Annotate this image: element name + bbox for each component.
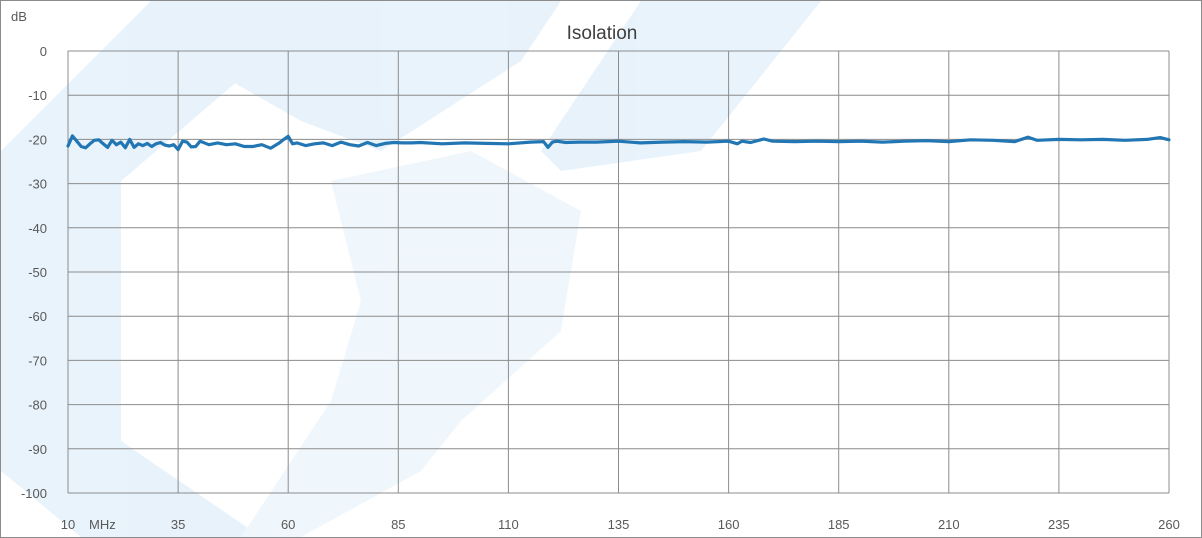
x-tick-label: 60 — [281, 517, 295, 532]
y-tick-label: -30 — [28, 177, 47, 192]
x-tick-labels: 10 35 60 85 110 135 160 185 210 235 260 — [61, 517, 1180, 532]
y-tick-label: -100 — [21, 486, 47, 501]
x-axis-unit-label: MHz — [89, 517, 116, 532]
y-tick-label: 0 — [40, 44, 47, 59]
x-tick-label: 260 — [1158, 517, 1180, 532]
y-tick-label: -70 — [28, 353, 47, 368]
watermark-shape-mid — [231, 1, 561, 151]
x-tick-label: 10 — [61, 517, 75, 532]
y-tick-label: -80 — [28, 398, 47, 413]
x-tick-label: 35 — [171, 517, 185, 532]
watermark-shape-bottom — [241, 151, 581, 537]
x-tick-label: 110 — [498, 517, 519, 532]
series-line-0 — [66, 134, 1171, 152]
x-tick-label: 135 — [608, 517, 630, 532]
x-tick-label: 235 — [1048, 517, 1070, 532]
x-tick-label: 160 — [718, 517, 740, 532]
x-tick-label: 185 — [828, 517, 850, 532]
y-tick-label: -40 — [28, 221, 47, 236]
x-tick-label: 85 — [391, 517, 405, 532]
watermark-shape-right — [541, 1, 821, 171]
y-tick-labels: 0 -10 -20 -30 -40 -50 -60 -70 -80 -90 -100 — [21, 44, 47, 501]
y-tick-label: -90 — [28, 442, 47, 457]
watermark-logo — [1, 1, 821, 537]
y-tick-label: -60 — [28, 309, 47, 324]
series-layer — [66, 134, 1171, 152]
y-axis-unit-label: dB — [11, 9, 27, 24]
y-tick-label: -20 — [28, 132, 47, 147]
y-tick-label: -10 — [28, 88, 47, 103]
y-tick-label: -50 — [28, 265, 47, 280]
x-tick-label: 210 — [938, 517, 960, 532]
chart-title: Isolation — [567, 23, 638, 44]
grid — [67, 50, 1170, 494]
watermark-shape-left — [1, 1, 331, 537]
